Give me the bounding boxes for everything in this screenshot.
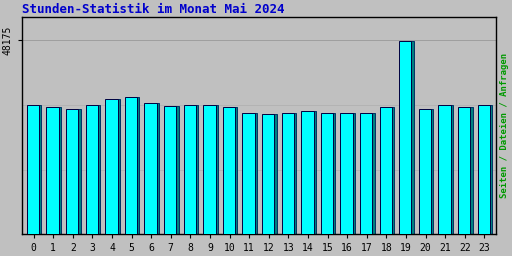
- Bar: [459, 108, 473, 234]
- Bar: [165, 106, 179, 234]
- Bar: [399, 41, 412, 234]
- Bar: [303, 112, 316, 234]
- Bar: [322, 113, 335, 234]
- Y-axis label: Seiten / Dateien / Anfragen: Seiten / Dateien / Anfragen: [500, 53, 509, 198]
- Bar: [242, 113, 254, 234]
- Bar: [282, 113, 294, 234]
- Bar: [48, 108, 61, 234]
- Bar: [67, 109, 80, 234]
- Bar: [164, 106, 176, 234]
- Bar: [145, 103, 159, 234]
- Bar: [381, 108, 394, 234]
- Bar: [438, 105, 451, 234]
- Bar: [262, 114, 274, 234]
- Bar: [106, 99, 120, 234]
- Bar: [223, 108, 235, 234]
- Bar: [203, 105, 216, 234]
- Bar: [27, 105, 39, 234]
- Bar: [440, 105, 453, 234]
- Bar: [361, 113, 375, 234]
- Bar: [28, 105, 41, 234]
- Bar: [185, 105, 198, 234]
- Bar: [126, 97, 139, 234]
- Bar: [301, 112, 313, 234]
- Bar: [283, 113, 296, 234]
- Bar: [87, 105, 100, 234]
- Bar: [125, 97, 137, 234]
- Bar: [360, 113, 372, 234]
- Bar: [66, 109, 78, 234]
- Bar: [244, 113, 257, 234]
- Bar: [342, 113, 355, 234]
- Bar: [184, 105, 196, 234]
- Bar: [458, 108, 471, 234]
- Bar: [379, 108, 392, 234]
- Bar: [263, 114, 276, 234]
- Bar: [224, 108, 238, 234]
- Text: Stunden-Statistik im Monat Mai 2024: Stunden-Statistik im Monat Mai 2024: [22, 3, 284, 16]
- Bar: [478, 105, 490, 234]
- Bar: [419, 110, 431, 234]
- Bar: [340, 113, 353, 234]
- Bar: [144, 103, 157, 234]
- Bar: [204, 105, 218, 234]
- Bar: [86, 105, 98, 234]
- Bar: [321, 113, 333, 234]
- Bar: [105, 99, 118, 234]
- Bar: [400, 41, 414, 234]
- Bar: [479, 105, 492, 234]
- Bar: [420, 110, 433, 234]
- Bar: [47, 108, 59, 234]
